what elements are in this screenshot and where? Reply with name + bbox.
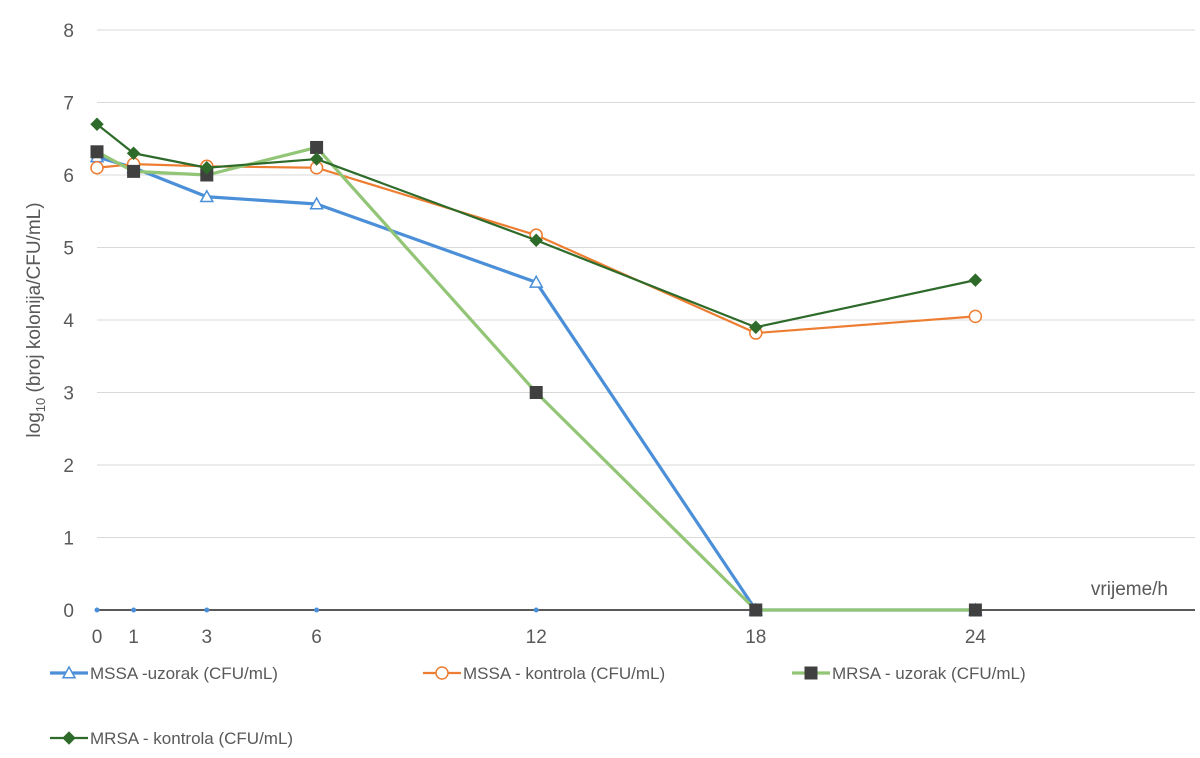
data-point xyxy=(310,140,324,154)
legend-swatch-marker xyxy=(804,666,818,680)
baseline-point xyxy=(94,607,100,613)
y-axis-label-rest: (broj kolonija/CFU/mL) xyxy=(24,202,45,397)
data-point xyxy=(529,386,543,399)
x-tick-label: 18 xyxy=(745,627,766,648)
x-tick-label: 1 xyxy=(128,627,139,648)
y-tick-label: 4 xyxy=(63,311,74,332)
y-axis-label: log10 (broj kolonija/CFU/mL) xyxy=(24,202,48,437)
y-axis-label-prefix: log xyxy=(24,412,45,437)
y-tick-label: 8 xyxy=(63,21,74,42)
legend-label: MSSA - kontrola (CFU/mL) xyxy=(463,664,665,683)
legend-item: MSSA - kontrola (CFU/mL) xyxy=(423,664,665,683)
data-point xyxy=(968,273,983,287)
legend-swatch-marker xyxy=(62,731,76,745)
y-tick-label: 5 xyxy=(63,239,74,260)
x-tick-label: 3 xyxy=(202,627,213,648)
series-4 xyxy=(90,117,983,334)
data-point xyxy=(309,152,324,166)
y-tick-label: 7 xyxy=(63,94,74,115)
data-point xyxy=(199,189,215,203)
data-point xyxy=(968,309,983,324)
data-point xyxy=(309,196,324,210)
legend-label: MSSA -uzorak (CFU/mL) xyxy=(90,664,278,683)
legend: MSSA -uzorak (CFU/mL) MSSA - kontrola (CF… xyxy=(50,664,1026,748)
data-point xyxy=(126,146,141,160)
data-point xyxy=(90,117,104,131)
legend-label: MRSA - kontrola (CFU/mL) xyxy=(90,729,293,748)
data-point xyxy=(749,320,763,334)
y-tick-label: 0 xyxy=(63,601,74,622)
baseline-point xyxy=(204,607,210,613)
baseline-point xyxy=(314,607,320,613)
y-tick-label: 2 xyxy=(63,456,74,477)
gridlines xyxy=(97,29,1195,611)
x-axis-label: vrijeme/h xyxy=(1091,579,1168,600)
data-point xyxy=(127,164,141,178)
data-point xyxy=(749,603,763,617)
y-tick-label: 6 xyxy=(63,166,74,187)
x-tick-label: 12 xyxy=(526,627,547,648)
series-3 xyxy=(90,140,982,617)
baseline-point xyxy=(131,607,137,613)
legend-swatch-marker xyxy=(435,666,449,680)
data-point xyxy=(528,274,544,288)
x-axis-ticks: 0 1 3 6 12 18 24 xyxy=(92,627,987,648)
legend-item: MRSA - uzorak (CFU/mL) xyxy=(792,664,1026,683)
x-tick-label: 24 xyxy=(965,627,987,648)
legend-item: MSSA -uzorak (CFU/mL) xyxy=(50,664,278,683)
legend-item: MRSA - kontrola (CFU/mL) xyxy=(50,729,293,748)
legend-swatch-marker xyxy=(61,665,77,679)
x-tick-label: 0 xyxy=(92,627,103,648)
data-point xyxy=(90,145,104,159)
series-lines xyxy=(89,117,983,617)
y-tick-label: 3 xyxy=(63,384,74,405)
data-point xyxy=(968,603,982,617)
x-tick-label: 6 xyxy=(311,627,322,648)
data-point xyxy=(90,161,104,175)
data-point xyxy=(529,233,543,247)
baseline-points xyxy=(94,607,539,613)
y-axis-label-subscript: 10 xyxy=(33,398,48,412)
data-point xyxy=(200,161,214,175)
y-tick-label: 1 xyxy=(63,529,74,550)
legend-label: MRSA - uzorak (CFU/mL) xyxy=(832,664,1026,683)
y-axis-ticks: 0 1 2 3 4 5 6 7 8 xyxy=(63,21,74,622)
baseline-point xyxy=(533,607,539,613)
